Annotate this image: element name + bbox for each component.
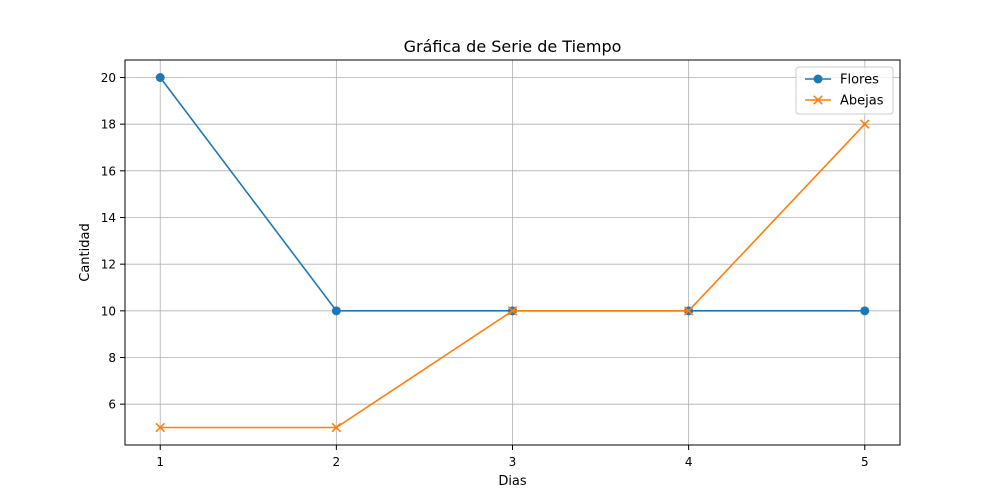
y-tick-label: 20 [101, 71, 116, 85]
y-tick-label: 10 [101, 304, 116, 318]
grid-layer [125, 60, 900, 445]
x-tick-label: 1 [156, 455, 164, 469]
y-tick-label: 14 [101, 211, 116, 225]
legend: Flores Abejas [795, 66, 894, 115]
legend-marker [813, 95, 823, 105]
y-tick-label: 18 [101, 118, 116, 132]
x-tick-label: 4 [685, 455, 693, 469]
x-axis-label: Dias [498, 474, 527, 489]
legend-item-flores: Flores [805, 73, 879, 88]
x-tick-label: 2 [333, 455, 341, 469]
data-point-flores [155, 73, 165, 82]
y-axis-label: Cantidad [78, 223, 93, 281]
data-point-abejas [331, 422, 342, 433]
legend-item-abejas: Abejas [805, 94, 884, 109]
x-tick-label: 3 [509, 455, 517, 469]
legend-marker [813, 74, 823, 84]
chart-title: Gráfica de Serie de Tiempo [404, 37, 622, 56]
y-tick-label: 16 [101, 164, 116, 178]
y-tick-label: 12 [101, 258, 116, 272]
y-tick-label: 8 [108, 351, 116, 365]
x-tick-label: 5 [861, 455, 869, 469]
data-point-abejas [155, 422, 165, 433]
series-layer [155, 73, 870, 433]
data-point-flores [331, 306, 341, 316]
data-point-abejas [507, 306, 518, 316]
legend-label: Abejas [840, 94, 884, 109]
data-point-abejas [860, 119, 870, 129]
y-tick-label: 6 [108, 398, 116, 412]
legend-label: Flores [840, 73, 879, 88]
data-point-abejas [683, 306, 694, 316]
data-point-flores [860, 306, 870, 316]
